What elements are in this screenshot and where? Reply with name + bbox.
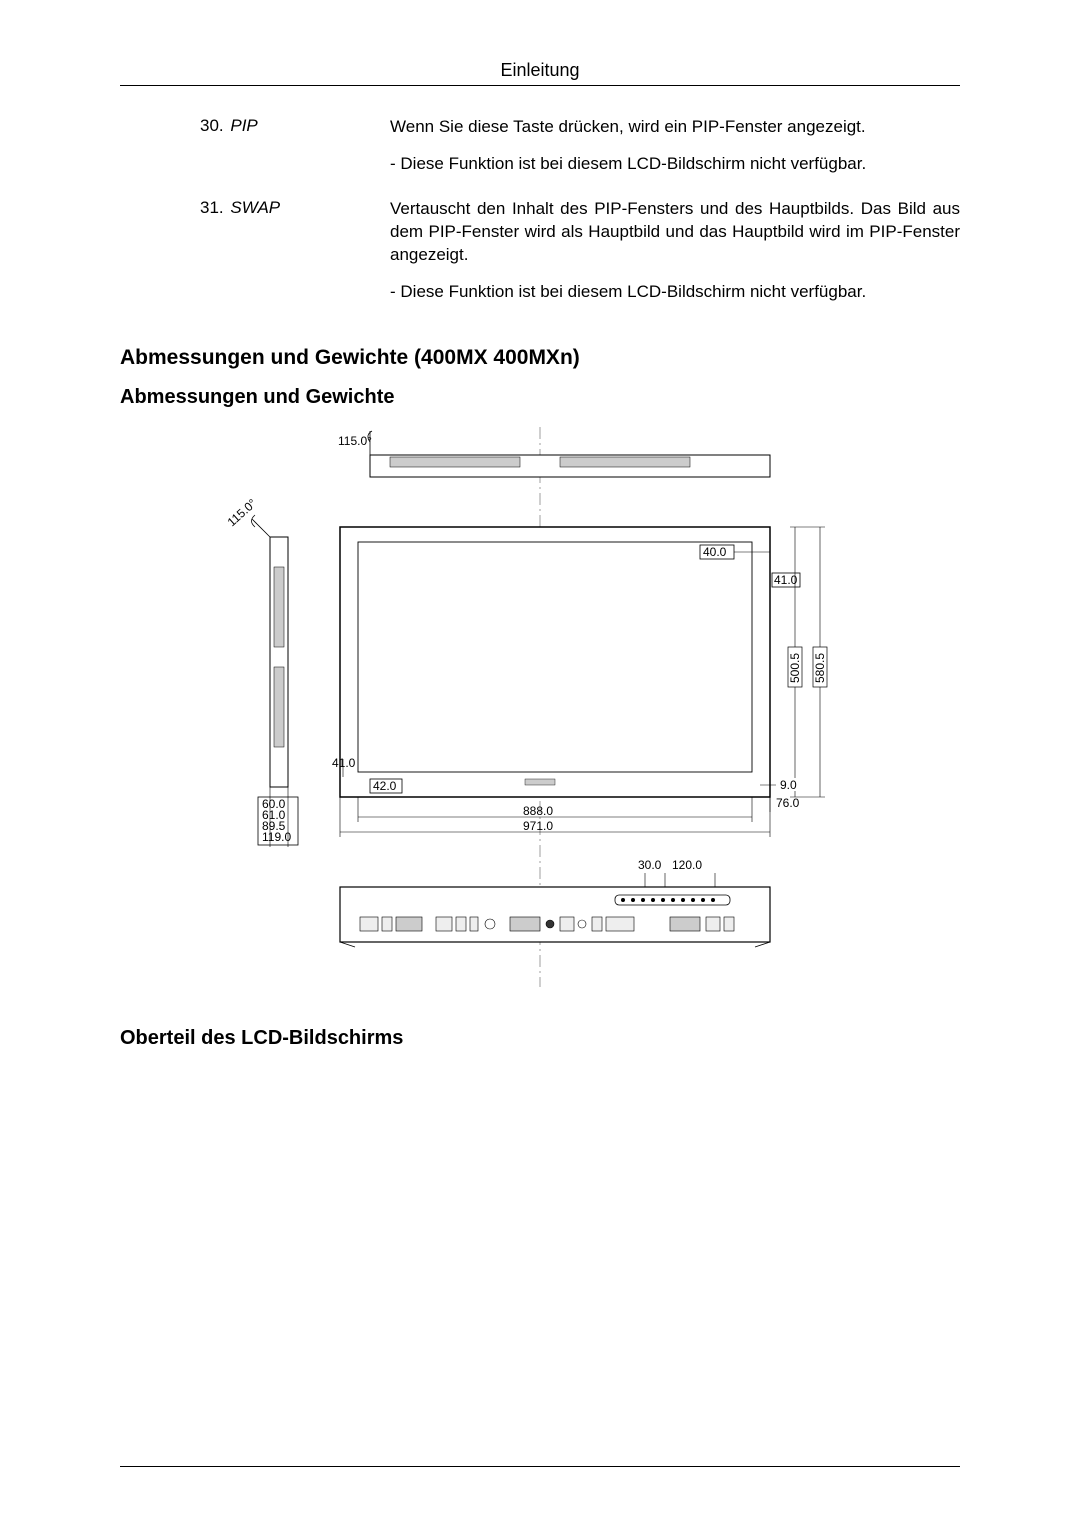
dim-40: 40.0 — [703, 545, 727, 559]
item-30: 30. PIP Wenn Sie diese Taste drücken, wi… — [120, 116, 960, 190]
dim-971: 971.0 — [523, 819, 553, 833]
dim-120: 120.0 — [672, 858, 702, 872]
page-header: Einleitung — [120, 60, 960, 86]
footer-rule — [120, 1466, 960, 1467]
section-heading-2: Abmessungen und Gewichte — [120, 386, 960, 409]
desc-line: Wenn Sie diese Taste drücken, wird ein P… — [390, 116, 960, 139]
item-30-desc: Wenn Sie diese Taste drücken, wird ein P… — [390, 116, 960, 190]
item-label: SWAP — [230, 198, 280, 217]
dim-888: 888.0 — [523, 804, 553, 818]
dim-30: 30.0 — [638, 858, 662, 872]
item-31: 31. SWAP Vertauscht den Inhalt des PIP-F… — [120, 198, 960, 318]
dim-580: 580.5 — [813, 652, 827, 682]
section-heading-3: Oberteil des LCD-Bildschirms — [120, 1027, 960, 1050]
desc-line: - Diese Funktion ist bei diesem LCD-Bild… — [390, 281, 960, 304]
dim-side-d3: 119.0 — [262, 830, 291, 844]
desc-line: - Diese Funktion ist bei diesem LCD-Bild… — [390, 153, 960, 176]
page: Einleitung 30. PIP Wenn Sie diese Taste … — [0, 0, 1080, 1527]
item-num: 31. — [200, 198, 224, 217]
dim-41r: 41.0 — [774, 573, 798, 587]
dim-500: 500.5 — [788, 652, 802, 682]
item-31-desc: Vertauscht den Inhalt des PIP-Fensters u… — [390, 198, 960, 318]
desc-line: Vertauscht den Inhalt des PIP-Fensters u… — [390, 198, 960, 267]
section-heading-1: Abmessungen und Gewichte (400MX 400MXn) — [120, 346, 960, 370]
dim-top-tilt: 115.0° — [338, 434, 372, 448]
dim-9: 9.0 — [780, 778, 797, 792]
dimensions-diagram: 115.0° 115.0° 60.0 61.0 89.5 119.0 — [220, 427, 860, 987]
dim-41l: 41.0 — [332, 756, 356, 770]
item-31-label: 31. SWAP — [120, 198, 390, 318]
dim-42: 42.0 — [373, 779, 397, 793]
item-30-label: 30. PIP — [120, 116, 390, 190]
item-label: PIP — [230, 116, 257, 135]
dim-76: 76.0 — [776, 796, 800, 810]
dim-side-tilt: 115.0° — [225, 496, 260, 529]
item-num: 30. — [200, 116, 224, 135]
